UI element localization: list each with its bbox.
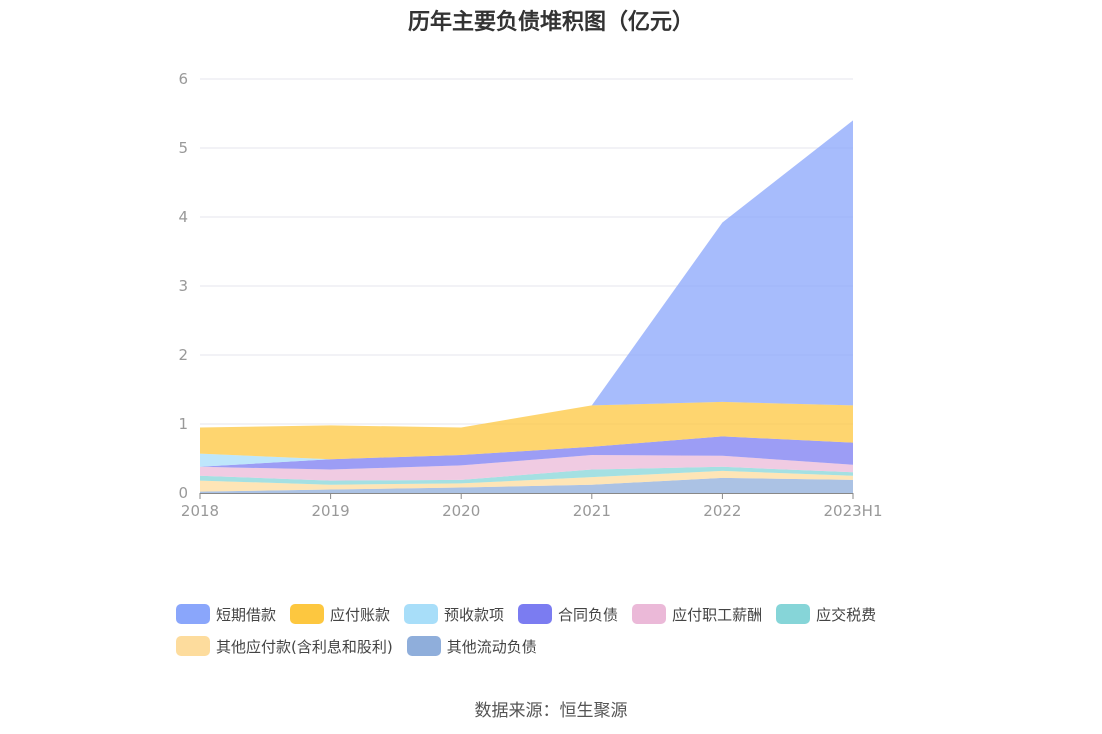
legend-item[interactable]: 短期借款 (176, 604, 276, 625)
area-series-1[interactable] (200, 470, 853, 492)
area-series-7[interactable] (200, 120, 853, 428)
legend-swatch (406, 636, 441, 656)
legend-row: 其他应付款(含利息和股利) 其他流动负债 (176, 630, 936, 662)
x-tick-label: 2023H1 (824, 502, 883, 520)
legend-swatch (632, 604, 667, 624)
x-tick-label: 2021 (573, 502, 611, 520)
legend-label: 其他应付款(含利息和股利) (216, 637, 393, 656)
legend-swatch (176, 604, 210, 624)
legend-swatch (518, 604, 553, 624)
legend-label: 其他流动负债 (446, 637, 537, 656)
legend-item[interactable]: 预收款项 (404, 604, 504, 625)
y-tick-label: 6 (178, 70, 188, 88)
legend-label: 应付账款 (330, 605, 391, 624)
area-series-0[interactable] (200, 477, 853, 493)
area-series-6[interactable] (200, 401, 853, 460)
legend-label: 应交税费 (816, 605, 877, 624)
legend-label: 短期借款 (216, 605, 277, 624)
legend-label: 预收款项 (444, 605, 505, 624)
gridlines (200, 78, 853, 425)
y-tick-label: 0 (178, 484, 188, 502)
legend: 短期借款 应付账款 预收款项 合同负债 应付职工薪酬 应交税费 其他应付款(含利息和股利) 其… (176, 598, 936, 662)
y-tick-label: 2 (178, 346, 188, 364)
x-tick-label: 2019 (312, 502, 350, 520)
legend-item[interactable]: 合同负债 (518, 604, 618, 625)
legend-item[interactable]: 应付账款 (290, 604, 390, 625)
x-tick-label: 2020 (442, 502, 480, 520)
legend-swatch (776, 604, 811, 624)
legend-swatch (404, 604, 439, 624)
legend-label: 应付职工薪酬 (672, 605, 763, 624)
area-series-3[interactable] (200, 455, 853, 481)
legend-swatch (290, 604, 325, 624)
area-series (200, 120, 853, 493)
y-tick-label: 4 (178, 208, 188, 226)
y-tick-label: 5 (178, 139, 188, 157)
legend-item[interactable]: 应付职工薪酬 (632, 604, 762, 625)
x-tick-label: 2018 (181, 502, 219, 520)
legend-row: 短期借款 应付账款 预收款项 合同负债 应付职工薪酬 应交税费 (176, 598, 936, 630)
x-tick-label: 2022 (703, 502, 741, 520)
data-source-note: 数据来源：恒生聚源 (474, 701, 628, 721)
legend-label: 合同负债 (558, 605, 619, 624)
legend-swatch (176, 636, 210, 656)
legend-item[interactable]: 应交税费 (776, 604, 876, 625)
area-series-2[interactable] (200, 466, 853, 485)
y-tick-label: 1 (178, 415, 188, 433)
axes: 0 1 2 3 4 5 6 2018 2019 2020 2021 2022 2023H1 (178, 70, 882, 520)
y-tick-label: 3 (178, 277, 188, 295)
chart-title: 历年主要负债堆积图（亿元） (407, 10, 694, 35)
legend-item[interactable]: 其他流动负债 (406, 636, 537, 657)
area-series-4[interactable] (200, 436, 853, 470)
legend-item[interactable]: 其他应付款(含利息和股利) (176, 636, 393, 657)
